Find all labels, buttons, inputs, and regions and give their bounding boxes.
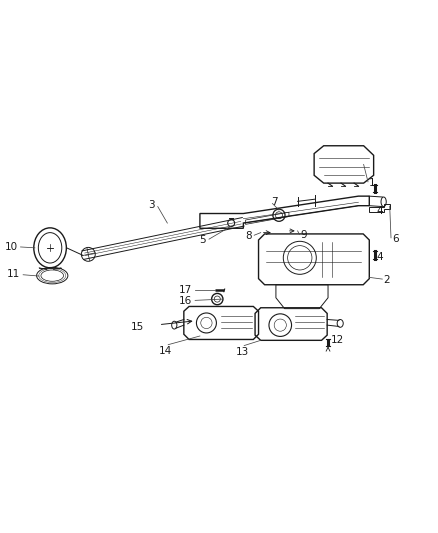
Text: 3: 3 [148, 200, 155, 210]
Text: 1: 1 [368, 177, 375, 188]
Text: 7: 7 [272, 197, 278, 207]
Text: 9: 9 [300, 230, 307, 240]
Text: 8: 8 [245, 231, 252, 241]
Text: 4: 4 [377, 206, 383, 216]
Text: 11: 11 [7, 269, 20, 279]
Text: 12: 12 [331, 335, 344, 345]
Text: 6: 6 [392, 234, 399, 244]
Text: 10: 10 [5, 241, 18, 252]
Text: 13: 13 [236, 347, 249, 357]
Text: 4: 4 [377, 253, 383, 262]
Text: 17: 17 [179, 285, 192, 295]
Text: 16: 16 [179, 296, 192, 306]
Text: 15: 15 [131, 322, 144, 332]
Text: 2: 2 [383, 274, 390, 285]
Text: 14: 14 [159, 346, 172, 356]
Text: 5: 5 [199, 236, 205, 245]
